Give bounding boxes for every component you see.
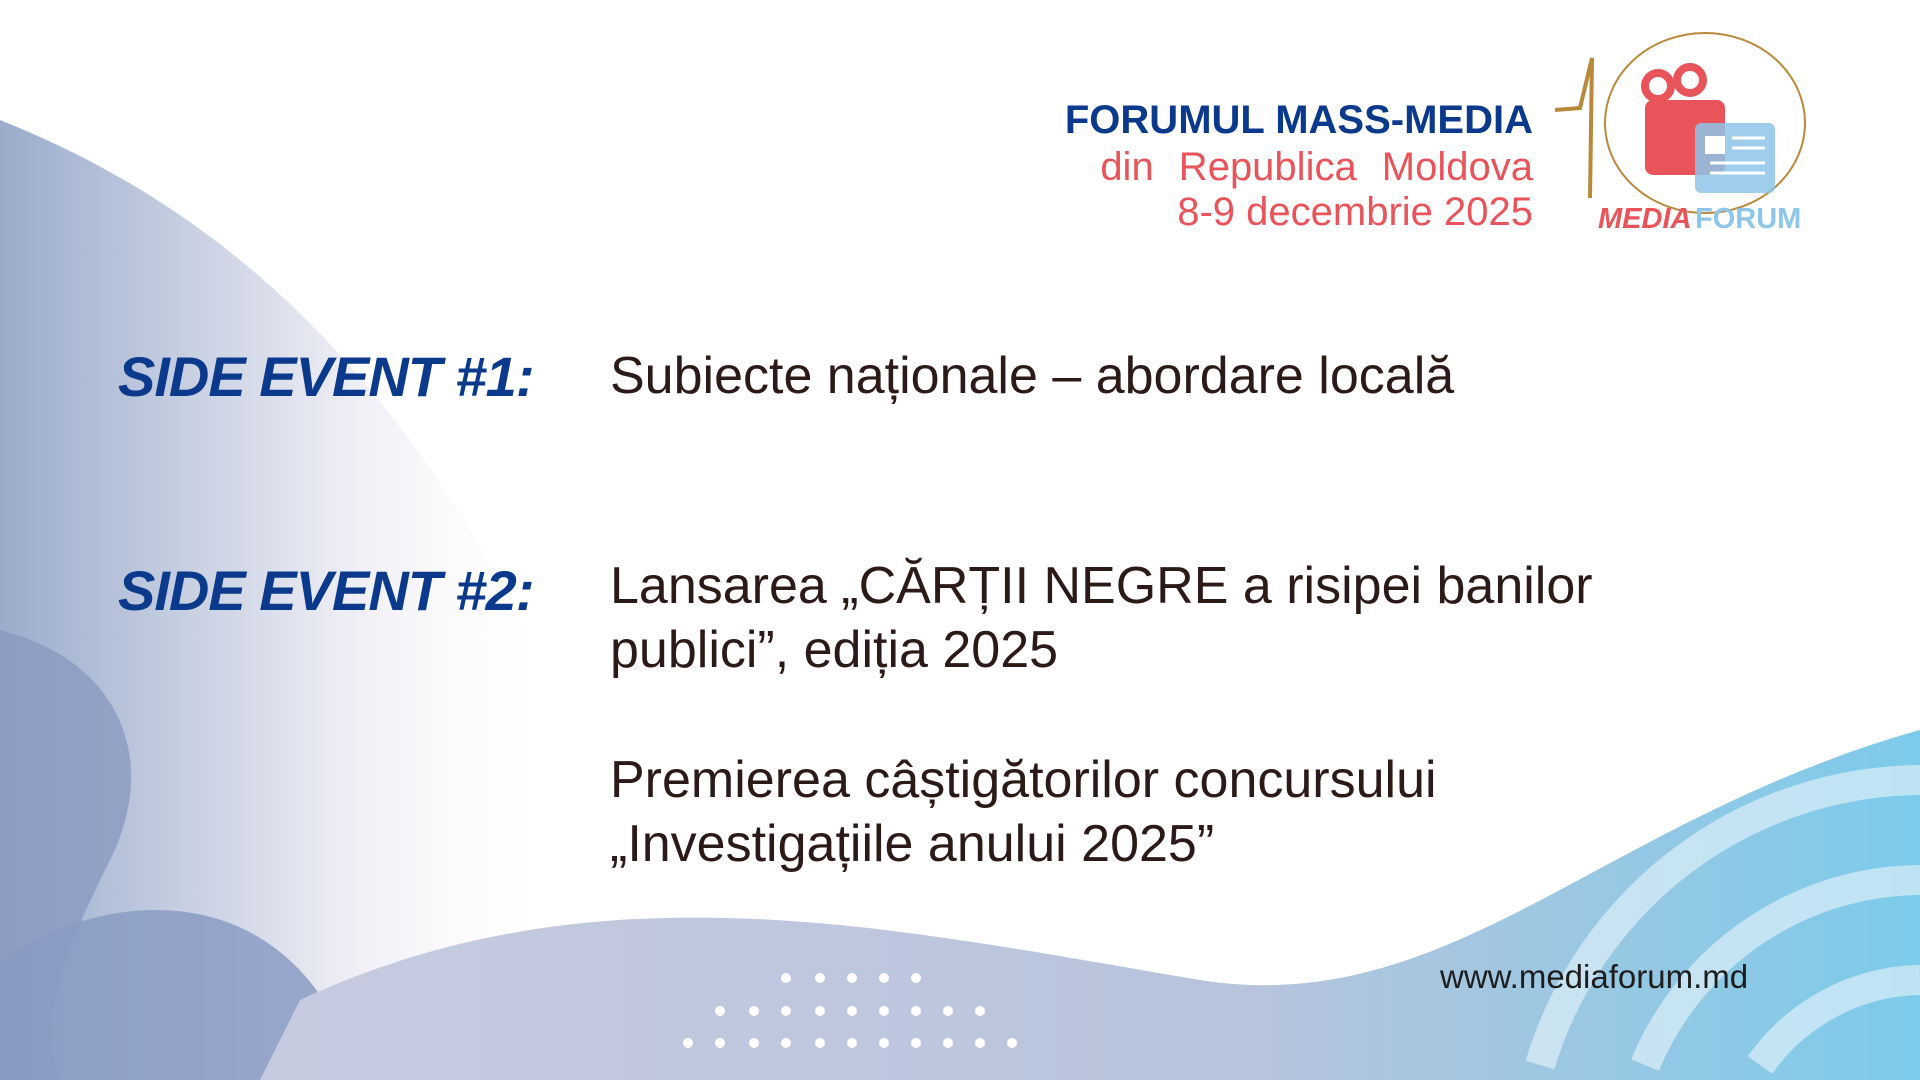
side-event-1-title: Subiecte naționale – abordare locală <box>610 344 1810 408</box>
camera-chat-icon <box>1641 63 1775 193</box>
side-event-2-line: Lansarea „CĂRȚII NEGRE a risipei banilor <box>610 557 1593 615</box>
forum-subtitle: din Republica Moldova <box>1100 145 1533 189</box>
side-event-1-label: SIDE EVENT #1: <box>118 345 534 408</box>
premiere-line: „Investigațiile anului 2025” <box>610 815 1215 873</box>
premiere-line: Premierea câștigătorilor concursului <box>610 751 1437 809</box>
media-forum-logo: MEDIA FORUM <box>1554 32 1806 235</box>
corner-rings <box>1525 765 1920 1074</box>
bottom-wave <box>260 730 1920 1080</box>
left-gradient-wave <box>0 120 560 1080</box>
bottom-left-blob <box>0 910 360 1080</box>
forum-title: FORUMUL MASS-MEDIA <box>1064 98 1533 142</box>
logo-word-media: MEDIA <box>1598 203 1691 235</box>
side-event-2-line: publici”, ediția 2025 <box>610 621 1059 679</box>
dot-grid <box>683 973 1017 1048</box>
premiere-text: Premierea câștigătorilor concursului „In… <box>610 748 1810 876</box>
logo-word-forum: FORUM <box>1695 203 1801 235</box>
forum-dates: 8-9 decembrie 2025 <box>1177 190 1533 234</box>
side-event-2-label: SIDE EVENT #2: <box>118 559 534 622</box>
side-event-2-title: Lansarea „CĂRȚII NEGRE a risipei banilor… <box>610 554 1810 682</box>
website-link[interactable]: www.mediaforum.md <box>1440 958 1749 995</box>
side-event-1-line: Subiecte naționale – abordare locală <box>610 347 1455 405</box>
